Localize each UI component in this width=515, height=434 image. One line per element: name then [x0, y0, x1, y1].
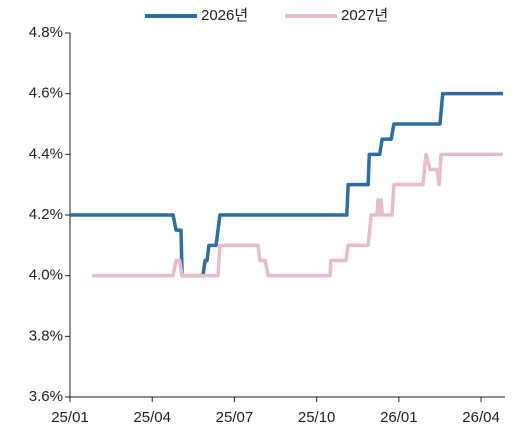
y-tick-label: 4.8%: [29, 24, 63, 41]
y-tick-label: 4.2%: [29, 206, 63, 223]
x-tick-label: 25/10: [298, 409, 336, 426]
y-tick-label: 3.6%: [29, 388, 63, 405]
x-tick-label: 26/04: [462, 409, 500, 426]
x-tick-label: 25/07: [216, 409, 254, 426]
y-tick-label: 4.6%: [29, 85, 63, 102]
legend-label: 2026년: [201, 7, 248, 24]
series-line: [91, 152, 503, 278]
y-tick-label: 4.4%: [29, 145, 63, 162]
legend-label: 2027년: [341, 7, 388, 24]
x-tick-label: 25/01: [51, 409, 89, 426]
series-line: [70, 91, 503, 278]
x-tick-label: 25/04: [133, 409, 171, 426]
x-tick-label: 26/01: [380, 409, 418, 426]
y-tick-label: 3.8%: [29, 327, 63, 344]
y-tick-label: 4.0%: [29, 267, 63, 284]
